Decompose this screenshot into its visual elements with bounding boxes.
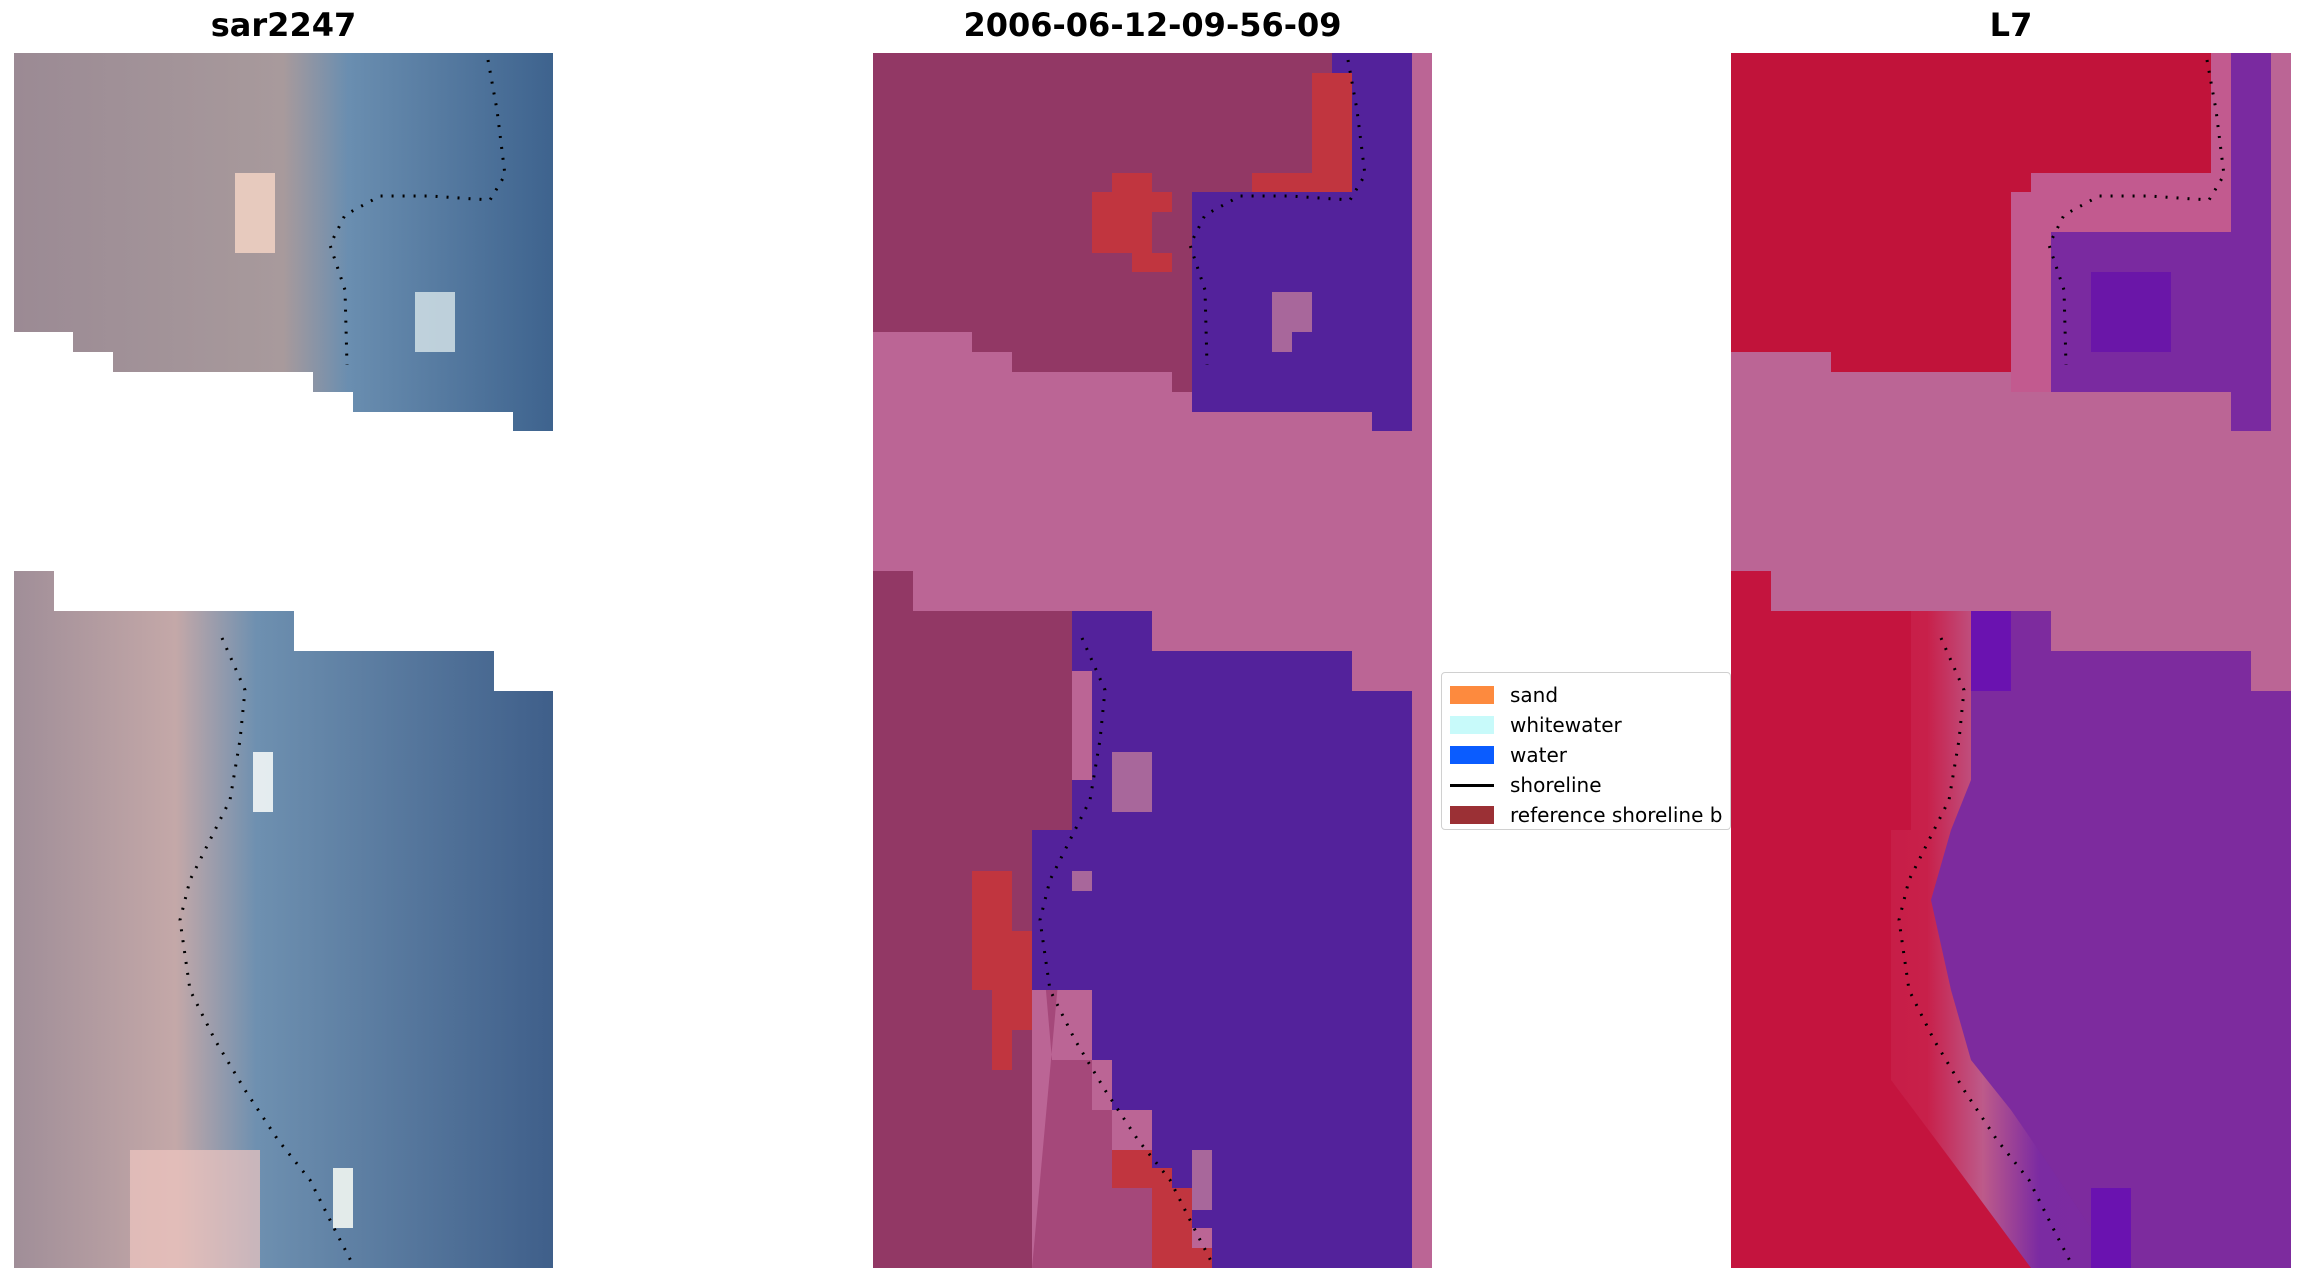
legend-label: water bbox=[1510, 743, 1567, 767]
reference-shoreline-buffer-bottom bbox=[972, 871, 1032, 1070]
rgb-image-bottom bbox=[14, 571, 553, 1268]
legend-label: whitewater bbox=[1510, 713, 1622, 737]
nodata-patch bbox=[1112, 752, 1152, 812]
panel-title-classification: 2006-06-12-09-56-09 bbox=[963, 6, 1342, 44]
legend-label: shoreline bbox=[1510, 773, 1602, 797]
whitewater-highlight bbox=[253, 752, 273, 812]
legend-swatch-sand bbox=[1450, 686, 1494, 704]
sand-highlight bbox=[235, 173, 275, 253]
panel-title-ndwi: L7 bbox=[1989, 6, 2033, 44]
legend-swatch-water bbox=[1450, 746, 1494, 764]
legend: sand whitewater water shoreline referenc… bbox=[1441, 672, 1731, 830]
shoreline-dotted bbox=[2047, 59, 2226, 366]
nodata-patch bbox=[1272, 332, 1292, 352]
ndwi-deep-water bbox=[1971, 611, 2011, 691]
whitewater-highlight bbox=[415, 292, 455, 352]
nodata-patch bbox=[1192, 1150, 1212, 1210]
whitewater-highlight bbox=[333, 1168, 353, 1228]
ndwi-deep-water bbox=[2091, 272, 2171, 352]
panel-title-rgb: sar2247 bbox=[210, 6, 357, 44]
legend-item-sand: sand bbox=[1450, 681, 1558, 709]
legend-label: reference shoreline b bbox=[1510, 803, 1723, 827]
legend-item-whitewater: whitewater bbox=[1450, 711, 1622, 739]
ndwi-deep-water bbox=[2091, 1188, 2131, 1268]
nodata-patch bbox=[1272, 292, 1312, 332]
shoreline-dotted bbox=[328, 59, 507, 366]
ndwi-transition-top bbox=[2011, 53, 2231, 392]
ndwi-water-bottom bbox=[1931, 611, 2291, 1268]
legend-line-shoreline bbox=[1450, 783, 1494, 787]
ndwi-land-bottom-red bbox=[1731, 571, 2031, 1268]
legend-item-reference-shoreline-buffer: reference shoreline b bbox=[1450, 801, 1722, 829]
ndwi-land-top bbox=[1731, 53, 2211, 372]
legend-item-water: water bbox=[1450, 741, 1567, 769]
legend-swatch-whitewater bbox=[1450, 716, 1494, 734]
legend-label: sand bbox=[1510, 683, 1559, 707]
reference-shoreline-buffer-top bbox=[1252, 73, 1352, 192]
water-region-top bbox=[1192, 53, 1412, 431]
legend-swatch-reference-buffer bbox=[1450, 806, 1494, 824]
shoreline-dotted bbox=[1188, 59, 1367, 366]
reference-shoreline-buffer-top bbox=[1092, 173, 1172, 272]
sand-highlight bbox=[130, 1150, 260, 1268]
legend-item-shoreline: shoreline bbox=[1450, 771, 1602, 799]
nodata-patch bbox=[1072, 871, 1092, 891]
reference-shoreline-buffer-bottom bbox=[1112, 1150, 1212, 1268]
